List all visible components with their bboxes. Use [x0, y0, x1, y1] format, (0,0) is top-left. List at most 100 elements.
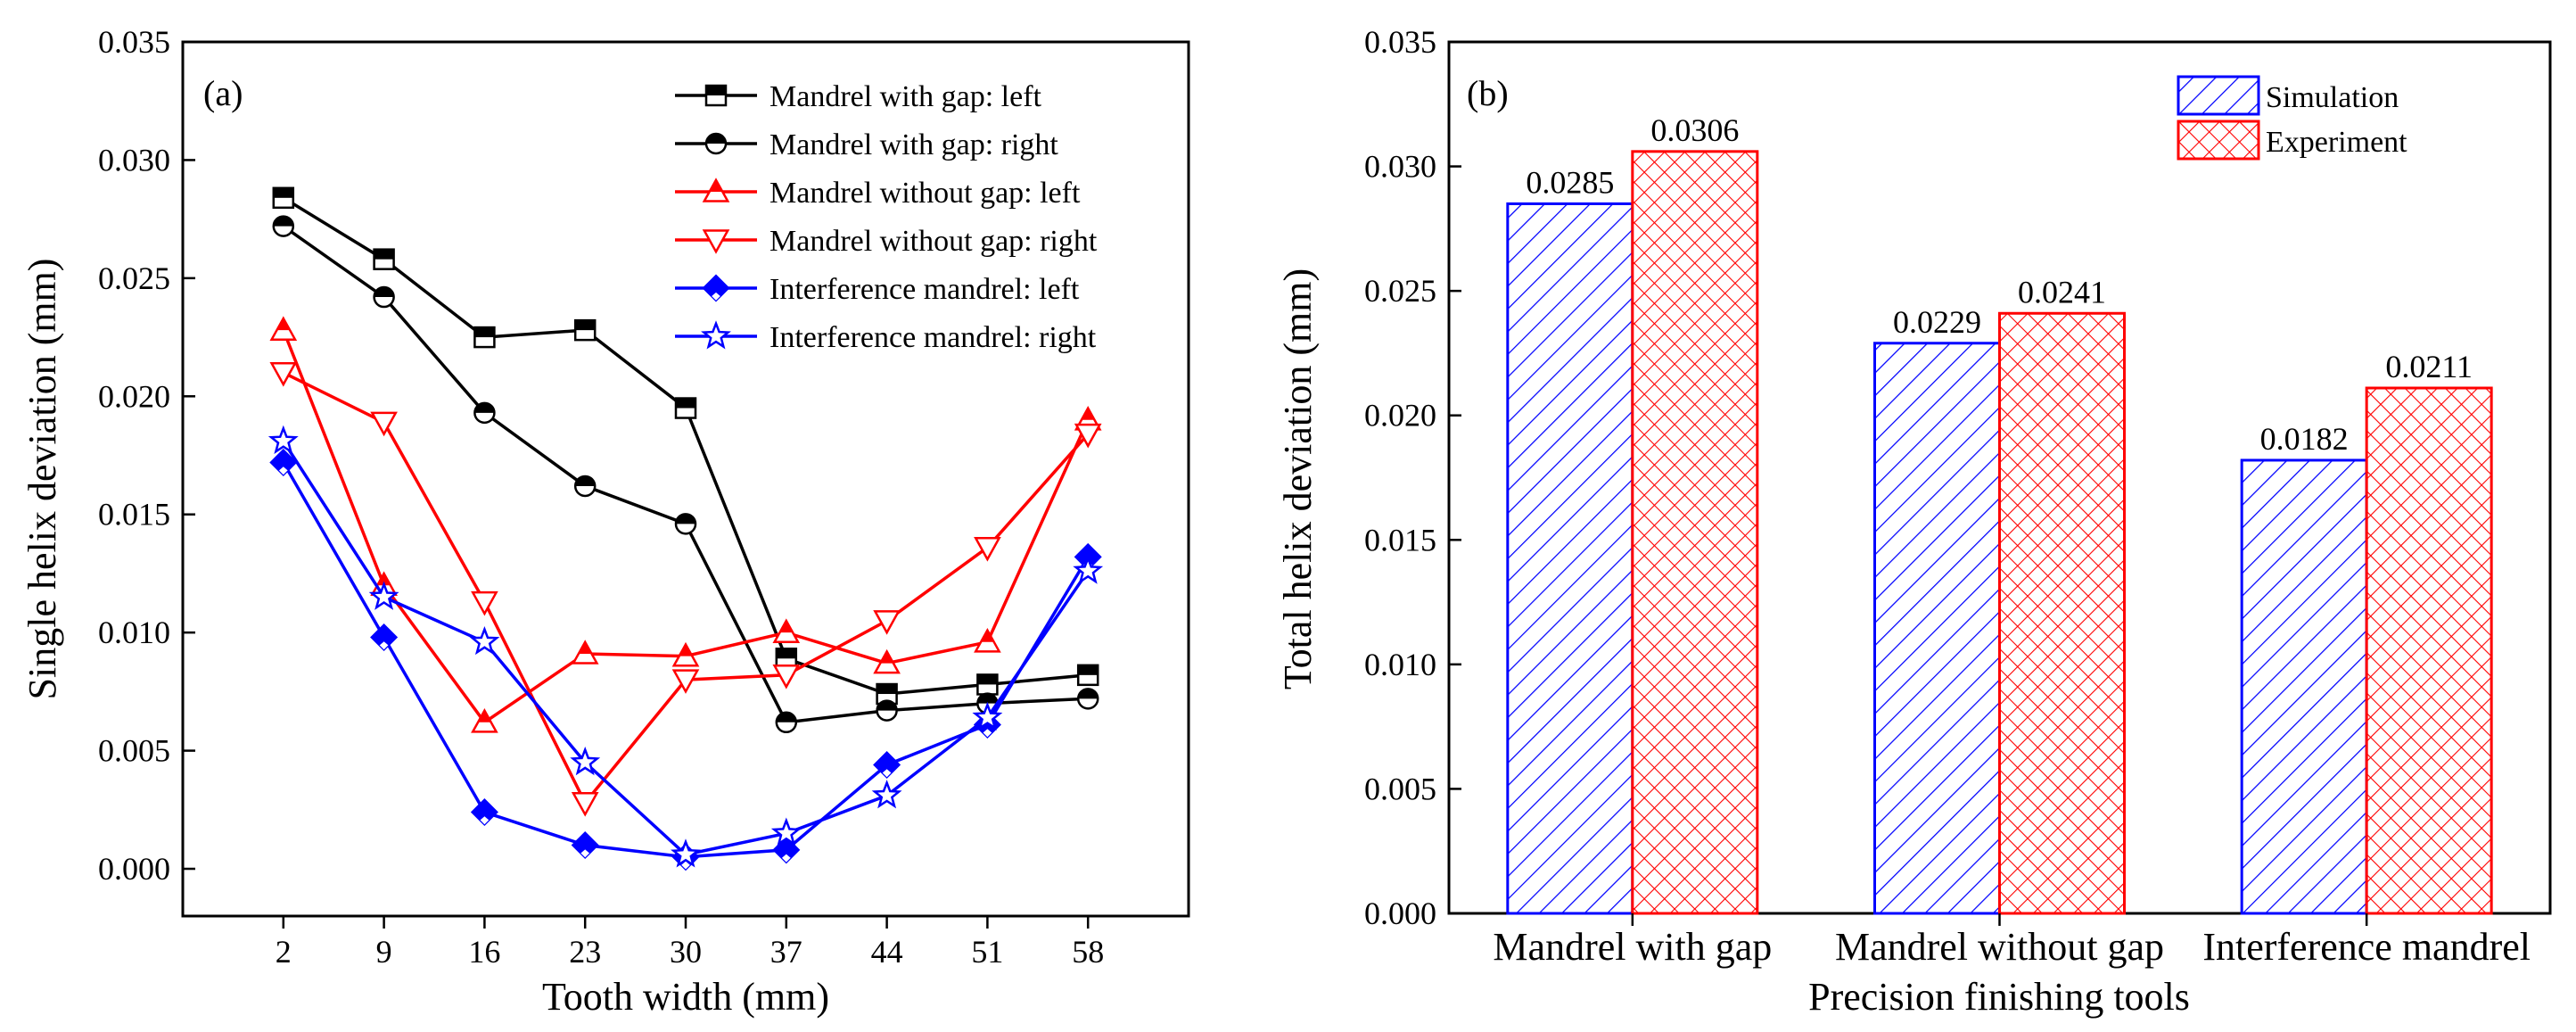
y-tick-label: 0.020	[1364, 398, 1436, 433]
bar-experiment: 0.0241	[1998, 274, 2126, 915]
legend-swatch	[2177, 75, 2260, 116]
data-point	[470, 797, 498, 826]
y-tick-label: 0.030	[98, 142, 170, 178]
y-tick-label: 0.030	[1364, 149, 1436, 185]
data-point	[871, 780, 902, 809]
y-axis-label-a: Single helix deviation (mm)	[21, 259, 64, 700]
x-axis-label-b: Precision finishing tools	[1808, 975, 2190, 1019]
data-point	[671, 669, 700, 694]
legend-marker	[702, 229, 730, 254]
data-point	[571, 792, 599, 817]
bar-rect	[1506, 202, 1634, 915]
x-tick-label: 30	[670, 934, 702, 970]
line-chart-panel: 0.000 0.005 0.010 0.015 0.020 0.025 0.030 0.035…	[21, 24, 1190, 1019]
legend-entry: Mandrel without gap: right	[675, 225, 1098, 258]
bar-rect	[1873, 342, 2001, 915]
legend-entry: Mandrel with gap: right	[675, 128, 1058, 161]
legend-entry: Interference mandrel: right	[675, 320, 1097, 354]
y-axis-label-b: Total helix deviation (mm)	[1276, 268, 1320, 689]
legend-marker	[701, 320, 731, 350]
data-point	[573, 318, 597, 342]
x-tick-label: Mandrel with gap	[1493, 925, 1772, 969]
y-tick-label: 0.015	[98, 497, 170, 533]
legend-label: Mandrel without gap: right	[770, 225, 1098, 258]
legend-entry: Mandrel without gap: left	[675, 177, 1081, 210]
x-tick-label: Interference mandrel	[2202, 925, 2531, 969]
bar-rect	[1998, 311, 2126, 915]
data-point	[976, 673, 999, 696]
series-mandrel-without-gap-right	[269, 362, 1102, 817]
y-tick-label: 0.025	[1364, 273, 1436, 309]
bar-rect	[2240, 458, 2368, 915]
bar-value-label: 0.0306	[1650, 112, 1739, 148]
x-tick-label: 2	[276, 934, 292, 970]
data-point	[1074, 423, 1102, 449]
data-point	[571, 831, 599, 860]
bar-experiment: 0.0211	[2365, 349, 2493, 915]
legend-b: Simulation Experiment	[2177, 75, 2407, 161]
x-tick-label: 9	[376, 934, 392, 970]
legend-label: Mandrel with gap: right	[770, 128, 1058, 161]
data-point	[974, 627, 1001, 653]
data-point	[272, 186, 295, 210]
data-point	[471, 708, 498, 733]
data-point	[671, 641, 700, 667]
legend-marker	[704, 84, 728, 107]
y-tick-label: 0.015	[1364, 522, 1436, 557]
legend-swatch	[2177, 120, 2260, 161]
data-point	[269, 316, 298, 341]
y-tick-label: 0.000	[98, 851, 170, 887]
legend-entry: Interference mandrel: left	[675, 273, 1080, 306]
data-point	[772, 618, 801, 643]
data-point	[370, 623, 399, 651]
legend-label: Mandrel without gap: left	[770, 177, 1081, 210]
x-tick-label: 44	[871, 934, 903, 970]
data-point	[974, 537, 1001, 562]
legend-label: Experiment	[2266, 126, 2407, 159]
data-point	[373, 248, 395, 270]
legend-a: Mandrel with gap: left Mandrel with gap: …	[675, 80, 1098, 354]
legend-entry: Experiment	[2177, 120, 2407, 161]
data-point	[269, 362, 298, 387]
legend-marker	[702, 274, 730, 302]
data-point	[272, 215, 295, 237]
y-tick-label: 0.035	[1364, 24, 1436, 60]
data-point	[269, 448, 298, 476]
bar-experiment: 0.0306	[1631, 112, 1759, 915]
data-point	[671, 838, 701, 868]
y-tick-label: 0.020	[98, 378, 170, 414]
bar-value-label: 0.0182	[2260, 421, 2349, 457]
data-point	[972, 701, 1003, 731]
data-point	[267, 425, 299, 455]
data-point	[573, 475, 597, 498]
data-point	[473, 401, 496, 425]
data-point	[1076, 664, 1099, 687]
data-point	[772, 665, 801, 689]
y-tick-label: 0.010	[1364, 647, 1436, 682]
series-mandrel-with-gap-right	[272, 215, 1099, 734]
legend-label: Mandrel with gap: left	[770, 80, 1042, 113]
data-point	[570, 747, 601, 776]
data-point	[1073, 555, 1104, 584]
y-tick-label: 0.005	[1364, 771, 1436, 806]
legend-entry: Simulation	[2177, 75, 2399, 116]
data-point	[674, 397, 697, 419]
x-tick-label: 37	[770, 934, 802, 970]
series-interference-mandrel-right	[267, 425, 1104, 868]
y-tick-label: 0.010	[98, 615, 170, 650]
legend-label: Interference mandrel: right	[770, 321, 1097, 354]
legend-label: Simulation	[2266, 81, 2399, 114]
legend-marker	[704, 132, 728, 155]
data-point	[873, 750, 901, 780]
y-tick-label: 0.025	[98, 260, 170, 296]
data-point	[373, 285, 395, 309]
data-point	[873, 648, 901, 674]
x-tick-label: 58	[1072, 934, 1104, 970]
bar-simulation: 0.0182	[2240, 421, 2368, 915]
legend-marker	[702, 178, 730, 202]
bar-value-label: 0.0229	[1893, 304, 1981, 340]
bar-value-label: 0.0211	[2385, 349, 2473, 384]
bar-chart-panel: 0.000 0.005 0.010 0.015 0.020 0.025 0.030 0.035…	[1276, 24, 2552, 1019]
y-tick-label: 0.000	[1364, 896, 1436, 931]
x-tick-label: 16	[468, 934, 500, 970]
